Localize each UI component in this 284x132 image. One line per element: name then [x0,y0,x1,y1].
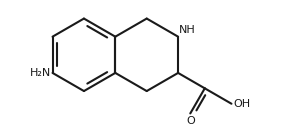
Text: O: O [186,116,195,126]
Text: H₂N: H₂N [29,68,51,78]
Text: NH: NH [179,25,196,35]
Text: OH: OH [233,99,250,109]
